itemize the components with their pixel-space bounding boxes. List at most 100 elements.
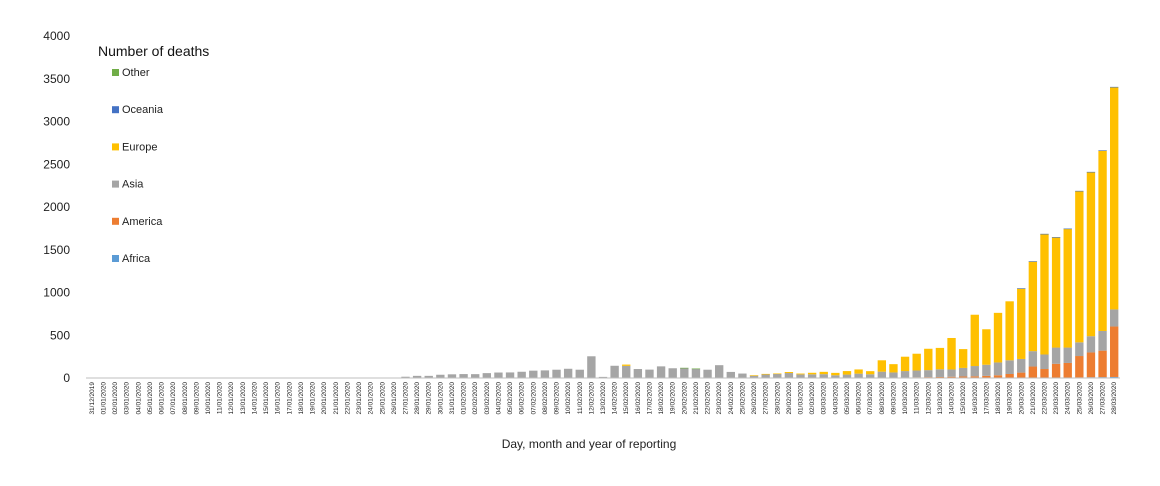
x-tick-label: 16/02/2020 xyxy=(635,382,642,415)
bar-segment-europe xyxy=(1075,191,1084,343)
bar-segment-europe xyxy=(749,375,759,376)
x-tick-label: 10/03/2020 xyxy=(902,382,909,415)
x-tick-label: 14/01/2020 xyxy=(251,382,258,415)
bar-stack xyxy=(866,371,875,379)
x-tick-label: 14/03/2020 xyxy=(949,382,956,415)
legend-label-oceania: Oceania xyxy=(122,104,164,116)
bar-segment-asia xyxy=(482,373,491,378)
bar-segment-europe xyxy=(761,373,770,375)
bar-segment-other xyxy=(691,368,701,370)
bar-segment-europe xyxy=(877,360,887,372)
bar-segment-america xyxy=(1028,366,1038,378)
bar-segment-america xyxy=(935,376,945,378)
x-tick-label: 09/03/2020 xyxy=(890,382,897,415)
bar-stack xyxy=(1040,233,1049,379)
x-tick-label: 06/01/2020 xyxy=(159,382,166,415)
legend-label-europe: Europe xyxy=(122,141,157,153)
bar-segment-asia xyxy=(587,356,596,378)
bar-segment-europe xyxy=(1110,87,1119,310)
bar-segment-asia xyxy=(436,374,445,378)
x-tick-label: 21/01/2020 xyxy=(333,382,340,415)
x-tick-label: 02/02/2020 xyxy=(472,382,479,415)
bar-segment-asia xyxy=(424,375,433,378)
bar-stack xyxy=(668,368,677,378)
bar-stack xyxy=(947,337,956,378)
bar-segment-asia xyxy=(970,366,979,377)
bar-segment-asia xyxy=(540,370,550,378)
bar-segment-asia xyxy=(958,367,968,377)
bar-segment-europe xyxy=(924,348,933,371)
bar-segment-europe xyxy=(866,371,875,375)
x-tick-label: 23/01/2020 xyxy=(356,382,363,415)
y-axis-ticks: 0 500 1000 1500 2000 2500 3000 3500 4000 xyxy=(43,29,70,385)
bar-segment-europe xyxy=(900,356,910,372)
bar-stack xyxy=(1005,301,1014,379)
bar-segment-oceania xyxy=(1017,288,1026,289)
bar-stack xyxy=(645,369,654,378)
bar-segment-europe xyxy=(889,364,898,373)
x-tick-label: 12/02/2020 xyxy=(588,382,595,415)
x-tick-label: 06/02/2020 xyxy=(519,382,526,415)
x-tick-label: 03/03/2020 xyxy=(821,382,828,415)
y-tick-label: 2000 xyxy=(43,200,70,214)
bar-segment-europe xyxy=(947,337,956,370)
bar-segment-america xyxy=(1005,373,1014,378)
x-tick-label: 26/03/2020 xyxy=(1088,382,1095,415)
x-tick-label: 06/03/2020 xyxy=(856,382,863,415)
bar-segment-europe xyxy=(854,369,863,374)
bar-segment-america xyxy=(970,376,979,378)
bar-stack xyxy=(691,368,701,378)
bar-segment-asia xyxy=(552,369,561,378)
bar-stack xyxy=(529,370,538,378)
bar-segment-other xyxy=(680,367,689,369)
bar-stack xyxy=(912,353,921,378)
bar-segment-asia xyxy=(726,371,735,378)
legend-label-africa: Africa xyxy=(122,253,151,265)
x-tick-label: 09/01/2020 xyxy=(193,382,200,415)
x-tick-label: 15/01/2020 xyxy=(263,382,270,415)
x-tick-label: 26/02/2020 xyxy=(751,382,758,415)
bar-segment-asia xyxy=(1075,342,1084,357)
bar-segment-oceania xyxy=(1110,86,1119,88)
x-tick-label: 04/01/2020 xyxy=(135,382,142,415)
bar-stack xyxy=(854,369,863,379)
bar-segment-europe xyxy=(1051,237,1061,348)
bar-stack xyxy=(1028,261,1038,379)
x-tick-label: 13/01/2020 xyxy=(240,382,247,415)
bar-stack xyxy=(598,376,608,378)
bar-segment-europe xyxy=(784,372,794,374)
bar-stack xyxy=(761,373,770,378)
bar-stacks xyxy=(401,86,1119,379)
x-tick-label: 28/02/2020 xyxy=(774,382,781,415)
bar-segment-europe xyxy=(1063,228,1072,348)
x-tick-label: 14/02/2020 xyxy=(612,382,619,415)
x-tick-label: 31/01/2020 xyxy=(449,382,456,415)
bar-segment-asia xyxy=(1098,330,1107,351)
bar-stack xyxy=(633,369,643,378)
bar-segment-asia xyxy=(807,374,817,378)
x-tick-label: 27/03/2020 xyxy=(1100,382,1107,415)
legend-swatch-america xyxy=(112,217,119,225)
x-tick-label: 04/03/2020 xyxy=(832,382,839,415)
bar-segment-asia xyxy=(773,373,782,378)
bar-segment-asia xyxy=(575,369,584,378)
bar-segment-asia xyxy=(749,375,759,378)
bar-segment-europe xyxy=(796,373,805,375)
x-tick-label: 01/02/2020 xyxy=(461,382,468,415)
x-tick-label: 08/01/2020 xyxy=(182,382,189,415)
bar-segment-europe xyxy=(1086,172,1096,337)
x-tick-label: 03/02/2020 xyxy=(484,382,491,415)
bar-segment-asia xyxy=(703,369,712,378)
bar-segment-asia xyxy=(680,367,689,378)
bar-stack xyxy=(982,329,991,378)
x-tick-label: 11/02/2020 xyxy=(577,382,584,414)
bar-segment-asia xyxy=(622,365,631,378)
bar-stack xyxy=(622,364,631,378)
x-tick-label: 18/03/2020 xyxy=(995,382,1002,415)
bar-stack xyxy=(1063,228,1072,379)
bar-segment-oceania xyxy=(1075,190,1084,192)
x-tick-label: 25/03/2020 xyxy=(1076,382,1083,415)
x-tick-label: 10/02/2020 xyxy=(565,382,572,415)
x-tick-label: 29/02/2020 xyxy=(786,382,793,415)
bar-stack xyxy=(482,373,491,378)
